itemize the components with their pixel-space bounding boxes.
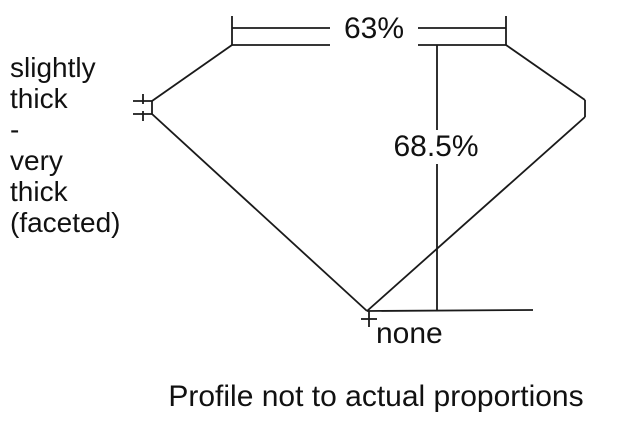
- girdle-thickness-label: slightly thick - very thick (faceted): [10, 52, 121, 238]
- girdle-thickness-mark-bottom: [133, 111, 152, 121]
- culet-cross-mark: [361, 311, 377, 327]
- pavilion-facet-left-line: [151, 113, 368, 312]
- pavilion-facet-right-line: [366, 116, 586, 312]
- crown-facet-right-line: [505, 44, 586, 101]
- girdle-thickness-mark-top: [133, 94, 152, 104]
- depth-percentage-label: 68.5%: [385, 130, 487, 164]
- crown-facet-left-line: [151, 44, 233, 102]
- table-width-percentage-label: 63%: [330, 12, 418, 46]
- culet-baseline: [366, 309, 534, 312]
- caption: Profile not to actual proportions: [168, 380, 584, 413]
- culet-label: none: [376, 317, 443, 350]
